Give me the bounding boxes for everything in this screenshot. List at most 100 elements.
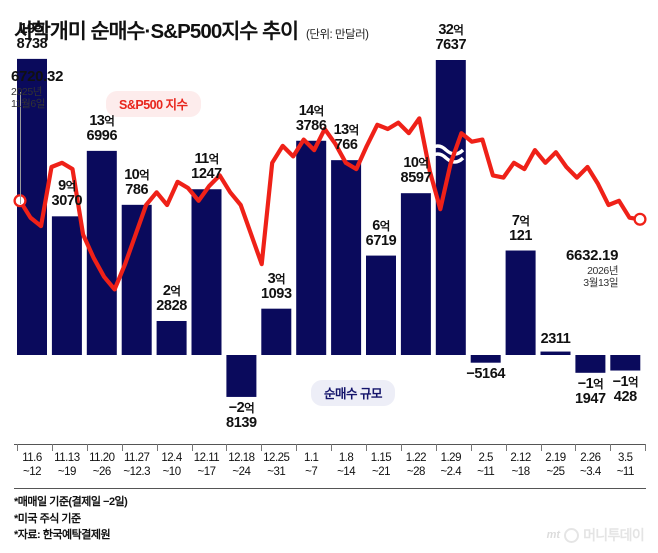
axis-tick-label: 12.11 ~17: [193, 452, 220, 478]
bars-group: [17, 58, 641, 397]
axis-tick: [17, 444, 18, 451]
axis-tick-label: 1.22 ~28: [405, 452, 427, 478]
axis-tick: [400, 444, 402, 451]
axis-bottom-rule: [14, 488, 646, 489]
bar: [366, 255, 396, 355]
bar: [331, 160, 362, 355]
bar-value-label: 3억 1093: [260, 270, 292, 302]
bar-value-label: 19억 8738: [16, 20, 48, 52]
watermark-name: 머니투데이: [583, 527, 645, 543]
plot-area: [13, 58, 647, 397]
axis-tick: [296, 444, 298, 451]
axis-tick: [435, 444, 437, 451]
axis-tick: [331, 444, 333, 451]
end-year: 2026년: [587, 264, 619, 277]
bar-value-label: 13억 766: [333, 122, 360, 154]
axis-tick-label: 1.29 ~2.4: [440, 452, 462, 478]
axis-tick: [51, 444, 53, 451]
page-title: 서학개미 순매수·S&P500지수 추이: [14, 20, 299, 43]
axis-tick: [575, 444, 577, 451]
axis-tick: [645, 444, 647, 451]
x-axis: 11.6 ~12 11.13 ~19 11.20 ~26 11.27 ~12.3 12.4 ~10…: [14, 444, 647, 489]
axis-tick: [156, 444, 158, 451]
axis-tick: [261, 444, 263, 451]
bar: [575, 355, 606, 373]
axis-tick: [470, 444, 472, 451]
footnote-0: *매매일 기준(결제일 −2일): [14, 496, 128, 508]
unit-label: (단위: 만달러): [306, 29, 369, 41]
bar: [610, 355, 641, 371]
axis-tick-label: 1.15 ~21: [370, 452, 392, 478]
end-annotation: 6632.19 2026년 3월13일: [566, 247, 619, 290]
axis-tick-label: 1.8 ~14: [337, 452, 356, 478]
bar-value-label: 10억 786: [124, 166, 150, 198]
bar-value-label: −2억 8139: [226, 399, 257, 431]
bar: [470, 355, 501, 363]
axis-tick-label: 2.19 ~25: [545, 452, 566, 478]
footnote-1: *미국 주식 기준: [14, 512, 81, 525]
bar-value-label: 9억 3070: [51, 178, 83, 210]
axis-tick-label: 2.26 ~3.4: [580, 452, 601, 478]
start-date: 11월6일: [11, 98, 46, 111]
axis-tick-label: 11.27 ~12.3: [123, 452, 150, 478]
axis-tick-label: 1.1 ~7: [303, 452, 319, 478]
axis-tick: [505, 444, 507, 451]
legend-bars: 순매수 규모: [311, 380, 395, 406]
bar-value-label: 6억 6719: [365, 217, 397, 249]
axis-tick-label: 2.12 ~18: [510, 452, 531, 478]
chart-header: 서학개미 순매수·S&P500지수 추이 (단위: 만달러): [14, 14, 369, 44]
bar: [156, 320, 187, 355]
axis-tick: [540, 444, 542, 451]
start-year: 2025년: [11, 85, 43, 98]
index-line-path: [17, 116, 643, 292]
bar: [505, 250, 536, 355]
axis-break-icon: [427, 144, 465, 164]
bar-value-label: −1억 428: [612, 373, 639, 405]
bar-value-label: 13억 6996: [86, 112, 118, 144]
axis-tick-label: 2.5 ~11: [477, 452, 495, 478]
bar-value-label: −5164: [466, 365, 506, 382]
bar: [261, 308, 292, 355]
bar-value-label: −1억 1947: [575, 375, 606, 407]
watermark: mt 머니투데이: [546, 525, 645, 545]
start-leader-line: [20, 92, 21, 204]
legend-index: S&P500 지수: [106, 91, 201, 117]
axis-tick: [610, 444, 612, 451]
axis-tick: [191, 444, 193, 451]
footnotes: *매매일 기준(결제일 −2일) *미국 주식 기준 *자료: 한국예탁결제원: [14, 494, 128, 544]
start-annotation: 6720.32 2025년 11월6일: [11, 68, 63, 110]
axis-tick-label: 11.6 ~12: [22, 452, 42, 478]
bar: [296, 140, 327, 355]
watermark-mark: mt: [546, 529, 561, 541]
bar: [226, 355, 257, 397]
end-value: 6632.19: [566, 247, 619, 264]
bar: [540, 351, 571, 355]
bar-value-label: 32억 7637: [435, 22, 467, 54]
bar: [400, 193, 431, 355]
chart-svg: [13, 58, 647, 397]
axis-tick: [121, 444, 123, 451]
bar-value-label: 2311: [540, 330, 571, 347]
bar-value-label: 2억 2828: [156, 282, 187, 315]
axis-tick-label: 3.5 ~11: [616, 452, 635, 478]
axis-tick-label: 12.4 ~10: [161, 452, 182, 478]
axis-tick-label: 12.25 ~31: [263, 452, 290, 478]
end-point-marker: [633, 212, 647, 226]
footnote-2: *자료: 한국예탁결제원: [14, 529, 111, 541]
bar-value-label: 7억 121: [509, 212, 533, 244]
bar-value-label: 10억 8597: [400, 155, 432, 187]
axis-tick: [226, 444, 228, 451]
bar-value-label: 14억 3786: [295, 102, 327, 134]
axis-top-rule: [14, 444, 646, 445]
axis-tick-label: 11.20 ~26: [89, 452, 115, 478]
start-value: 6720.32: [11, 68, 64, 85]
bar: [191, 189, 222, 355]
bar-value-label: 11억 1247: [191, 151, 222, 183]
axis-tick-label: 12.18 ~24: [228, 452, 255, 478]
bar: [51, 216, 82, 355]
end-date: 3월13일: [583, 277, 619, 290]
axis-tick: [366, 444, 367, 451]
axis-tick: [86, 444, 88, 451]
axis-tick-label: 11.13 ~19: [54, 452, 80, 478]
